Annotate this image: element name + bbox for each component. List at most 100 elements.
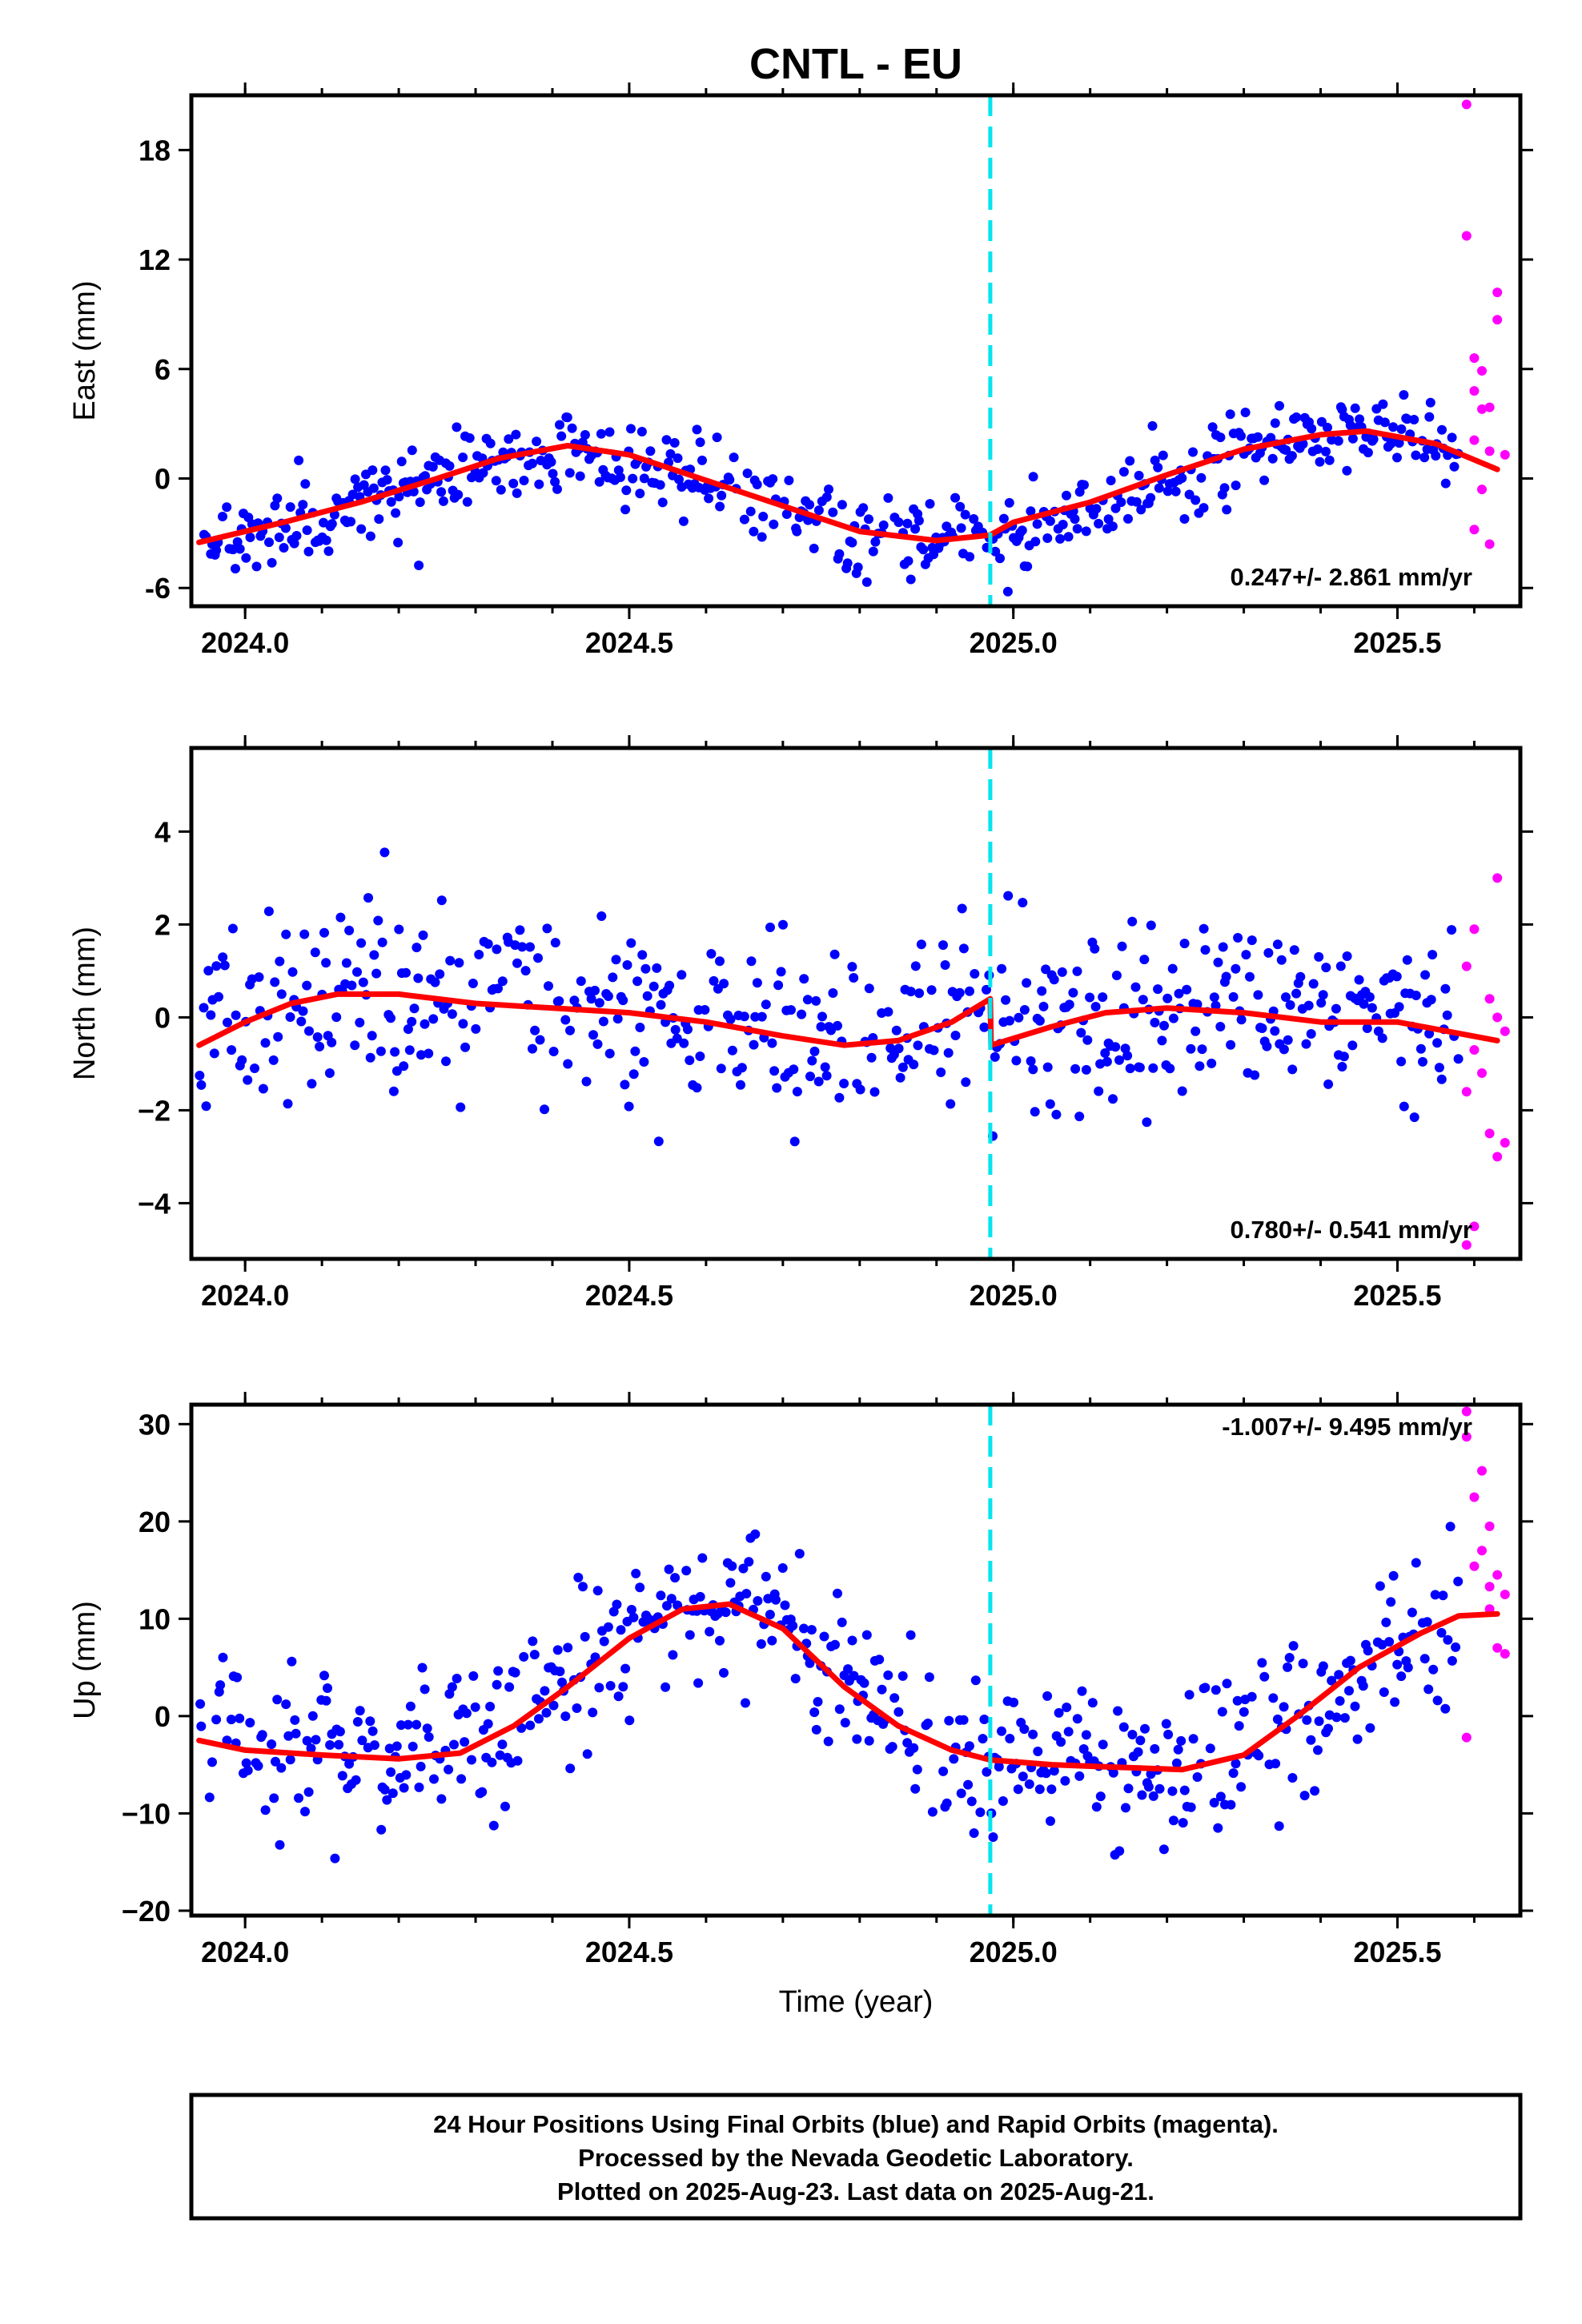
- final-orbit-point: [365, 531, 375, 541]
- final-orbit-point: [321, 958, 331, 968]
- final-orbit-point: [1440, 983, 1451, 994]
- final-orbit-point: [936, 1068, 946, 1077]
- final-orbit-point: [1013, 1784, 1023, 1795]
- final-orbit-point: [517, 942, 528, 952]
- final-orbit-point: [1228, 991, 1239, 1002]
- final-orbit-point: [964, 1741, 974, 1751]
- final-orbit-point: [449, 1739, 459, 1750]
- final-orbit-point: [1045, 1099, 1055, 1109]
- final-orbit-point: [444, 1764, 454, 1775]
- final-orbit-point: [1125, 1063, 1135, 1074]
- final-orbit-point: [942, 1798, 952, 1808]
- final-orbit-point: [1032, 519, 1042, 529]
- final-orbit-point: [883, 493, 893, 503]
- final-orbit-point: [975, 1807, 986, 1817]
- final-orbit-point: [1146, 920, 1156, 931]
- final-orbit-point: [618, 1682, 628, 1692]
- final-orbit-point: [1100, 1048, 1110, 1058]
- final-orbit-point: [1342, 465, 1352, 476]
- final-orbit-point: [705, 1626, 715, 1637]
- final-orbit-point: [1094, 1086, 1104, 1096]
- final-orbit-point: [1168, 1815, 1178, 1826]
- final-orbit-point: [1403, 1663, 1413, 1673]
- final-orbit-point: [471, 1023, 481, 1034]
- final-orbit-point: [1419, 1654, 1430, 1664]
- final-orbit-point: [1041, 1768, 1051, 1779]
- final-orbit-point: [1111, 971, 1122, 980]
- final-orbit-point: [1134, 1063, 1145, 1072]
- final-orbit-point: [736, 1080, 745, 1090]
- final-orbit-point: [963, 1779, 974, 1790]
- final-orbit-point: [784, 475, 794, 485]
- final-orbit-point: [556, 431, 567, 441]
- final-orbit-point: [1301, 1039, 1311, 1049]
- final-orbit-point: [1226, 1039, 1236, 1050]
- final-orbit-point: [1394, 1002, 1404, 1012]
- rapid-orbit-point: [1492, 287, 1503, 298]
- final-orbit-point: [738, 1563, 749, 1574]
- final-orbit-point: [1362, 1023, 1372, 1033]
- final-orbit-point: [828, 507, 838, 517]
- final-orbit-point: [393, 537, 404, 548]
- final-orbit-point: [1364, 992, 1375, 1002]
- final-orbit-point: [1037, 986, 1047, 996]
- final-orbit-point: [396, 456, 407, 467]
- final-orbit-point: [1324, 455, 1335, 465]
- final-orbit-point: [1049, 1766, 1059, 1776]
- final-orbit-point: [1165, 1063, 1175, 1074]
- final-orbit-point: [289, 538, 299, 549]
- final-orbit-point: [335, 1727, 345, 1737]
- final-orbit-point: [1431, 451, 1441, 461]
- final-orbit-point: [982, 1767, 992, 1777]
- x-tick-label: 2024.5: [585, 1279, 673, 1312]
- final-orbit-point: [1239, 1707, 1249, 1717]
- final-orbit-point: [590, 1652, 600, 1663]
- final-orbit-point: [929, 1045, 939, 1055]
- final-orbit-point: [401, 967, 411, 978]
- final-orbit-point: [997, 1726, 1006, 1736]
- rapid-orbit-point: [1461, 1732, 1472, 1743]
- final-orbit-point: [390, 1047, 400, 1057]
- final-orbit-point: [618, 995, 628, 1006]
- rapid-orbit-point: [1500, 1138, 1510, 1148]
- rapid-orbit-point: [1461, 99, 1472, 110]
- final-orbit-point: [695, 1051, 705, 1061]
- final-orbit-point: [323, 546, 334, 557]
- final-orbit-point: [594, 1683, 604, 1693]
- final-orbit-point: [700, 1005, 710, 1015]
- x-tick-label: 2025.5: [1353, 1936, 1441, 1968]
- footer-line-2: Processed by the Nevada Geodetic Laborat…: [578, 2144, 1134, 2172]
- final-orbit-point: [806, 1625, 817, 1635]
- final-orbit-point: [1051, 1109, 1062, 1120]
- final-orbit-point: [809, 543, 819, 553]
- final-orbit-point: [744, 1557, 754, 1567]
- final-orbit-point: [245, 533, 255, 542]
- final-orbit-point: [1231, 1759, 1241, 1769]
- final-orbit-point: [620, 1663, 631, 1674]
- final-orbit-point: [1211, 1000, 1221, 1011]
- final-orbit-point: [1424, 1028, 1435, 1039]
- final-orbit-point: [750, 1011, 761, 1022]
- final-orbit-point: [1192, 1772, 1203, 1782]
- final-orbit-point: [227, 923, 238, 934]
- final-orbit-point: [1365, 1723, 1375, 1733]
- final-orbit-point: [1205, 1743, 1215, 1754]
- final-orbit-point: [979, 1022, 990, 1032]
- y-tick-label: 12: [139, 243, 171, 276]
- final-orbit-point: [311, 1735, 321, 1745]
- final-orbit-point: [635, 1023, 645, 1032]
- final-orbit-point: [1197, 1044, 1207, 1055]
- final-orbit-point: [495, 1750, 505, 1760]
- final-orbit-point: [616, 1625, 626, 1635]
- final-orbit-point: [1355, 414, 1365, 424]
- final-orbit-point: [403, 1024, 413, 1035]
- final-orbit-point: [493, 983, 503, 994]
- rapid-orbit-point: [1477, 485, 1488, 495]
- final-orbit-point: [1451, 1642, 1461, 1652]
- final-orbit-point: [1133, 1747, 1143, 1757]
- final-orbit-point: [1259, 1671, 1270, 1682]
- final-orbit-point: [1302, 1715, 1312, 1725]
- final-orbit-point: [218, 512, 227, 521]
- final-orbit-point: [347, 980, 357, 991]
- final-orbit-point: [639, 473, 649, 484]
